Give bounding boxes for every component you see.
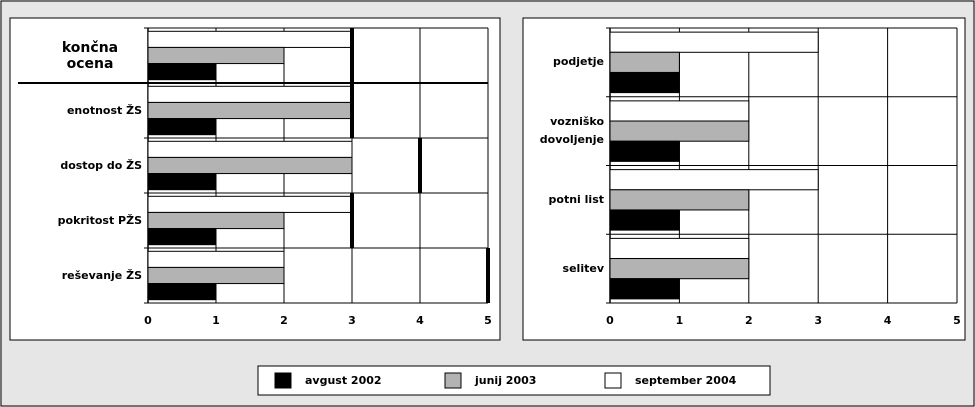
x-tick-label: 4 <box>416 314 424 327</box>
x-tick-label: 1 <box>212 314 220 327</box>
legend-swatch <box>274 372 292 389</box>
bar <box>609 237 750 260</box>
x-tick-label: 1 <box>676 314 684 327</box>
category-label: vozniško dovoljenje <box>539 115 604 147</box>
bar <box>609 169 819 191</box>
bar <box>147 101 353 120</box>
legend-label: junij 2003 <box>474 374 536 387</box>
category-label: dostop do ŽS <box>60 158 142 172</box>
bar <box>609 100 750 122</box>
bar <box>147 173 217 191</box>
category-label: enotnost ŽS <box>66 103 142 117</box>
bar <box>609 71 680 94</box>
bar <box>147 63 217 81</box>
bar <box>609 189 750 211</box>
bar <box>147 211 285 230</box>
bar <box>147 85 353 103</box>
bar <box>147 156 353 175</box>
x-tick-label: 2 <box>745 314 753 327</box>
bar <box>147 118 217 136</box>
bar <box>147 228 217 246</box>
category-label: potni list <box>548 192 604 206</box>
category-label: končna ocena <box>61 39 119 72</box>
x-tick-label: 3 <box>348 314 356 327</box>
bar <box>609 51 680 73</box>
x-tick-label: 5 <box>484 314 492 327</box>
legend-label: avgust 2002 <box>305 374 382 387</box>
bar <box>609 140 680 162</box>
category-label: pokritost PŽS <box>57 213 142 227</box>
bar <box>147 140 353 158</box>
bar <box>609 120 750 142</box>
x-tick-label: 2 <box>280 314 288 327</box>
x-tick-label: 3 <box>814 314 822 327</box>
legend-swatch <box>444 372 462 389</box>
x-tick-label: 0 <box>144 314 152 327</box>
category-label: podjetje <box>552 55 604 69</box>
bar <box>609 278 680 300</box>
category-label: selitev <box>562 261 604 275</box>
bar <box>147 250 285 268</box>
bar <box>147 46 285 65</box>
bar <box>609 209 680 231</box>
bar <box>147 283 217 301</box>
bar <box>609 31 819 53</box>
category-label: reševanje ŽS <box>61 268 142 282</box>
x-tick-label: 4 <box>884 314 892 327</box>
x-tick-label: 0 <box>606 314 614 327</box>
legend-label: september 2004 <box>635 374 737 387</box>
legend-swatch <box>604 372 622 389</box>
bar <box>609 258 750 280</box>
legend-box <box>257 365 771 396</box>
bar <box>147 30 353 48</box>
bar <box>147 266 285 285</box>
bar <box>147 195 353 213</box>
x-tick-label: 5 <box>953 314 961 327</box>
